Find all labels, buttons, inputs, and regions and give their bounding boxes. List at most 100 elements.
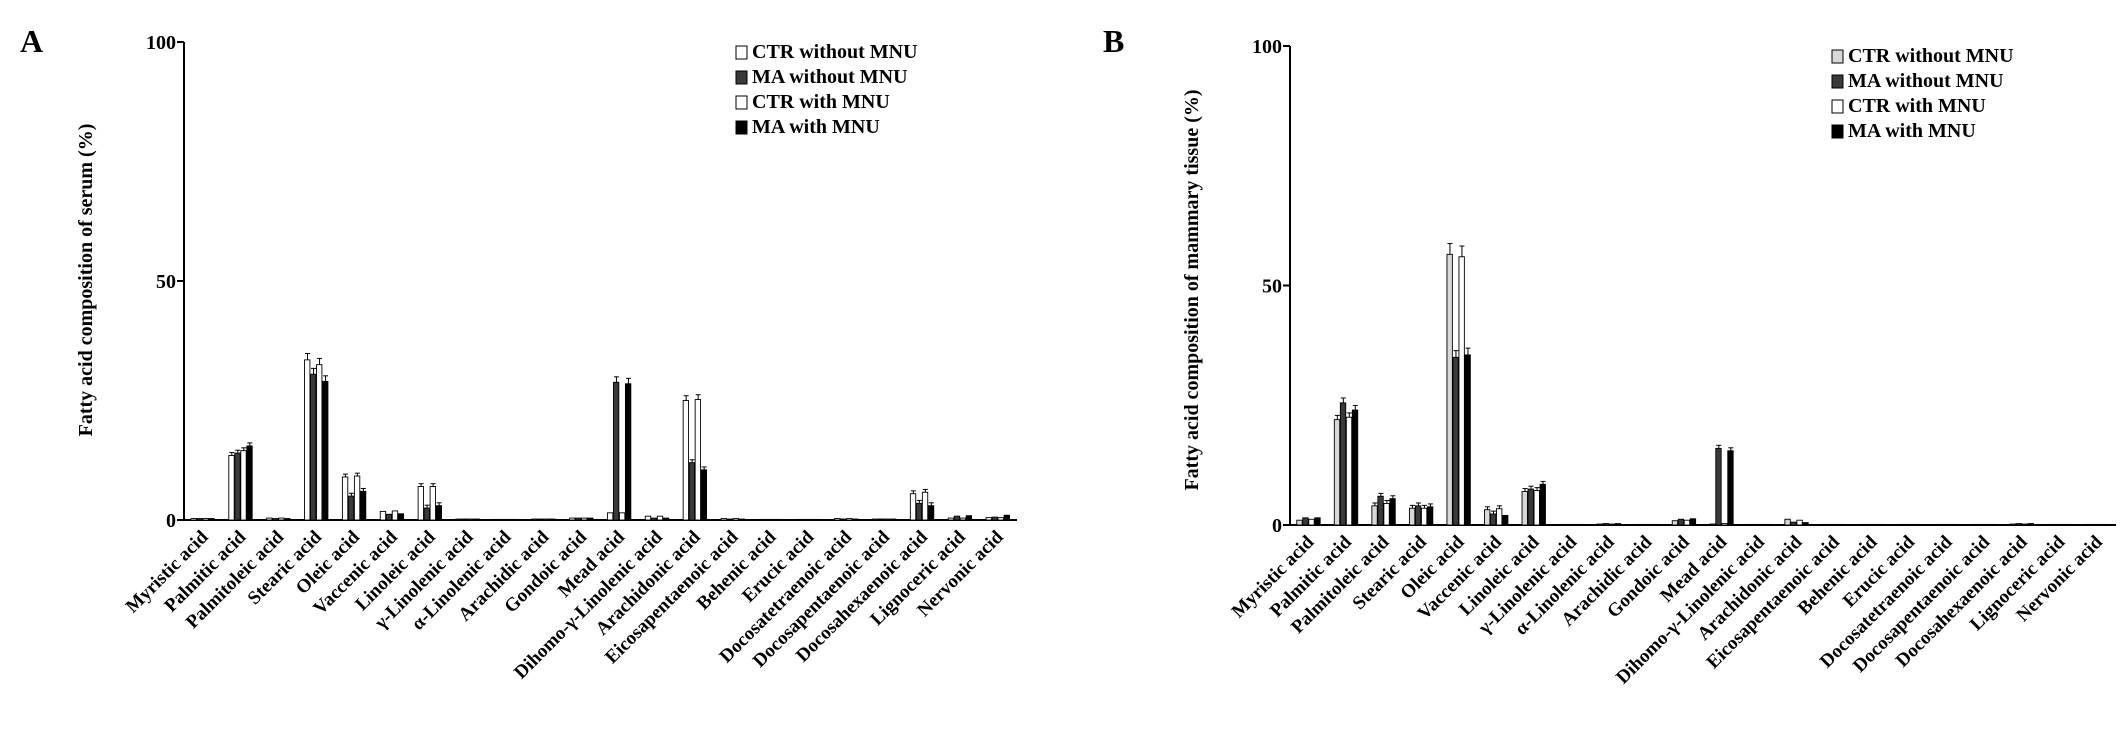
panel-b-bar bbox=[1484, 509, 1491, 526]
panel-a-bar bbox=[359, 490, 367, 521]
panel-b-legend-label: CTR without MNU bbox=[1848, 45, 2014, 67]
panel-a-bar bbox=[347, 495, 355, 521]
panel-a-bar bbox=[543, 518, 550, 521]
panel-b-bar bbox=[1796, 519, 1803, 526]
panel-a-bar bbox=[1003, 514, 1010, 521]
panel-a-bar bbox=[531, 518, 538, 521]
panel-b-bar bbox=[1897, 523, 1904, 526]
panel-b-bar bbox=[1458, 256, 1465, 526]
panel-b-bar bbox=[2027, 523, 2034, 526]
panel-b-bar bbox=[1333, 419, 1341, 526]
panel-b-bar bbox=[1790, 521, 1797, 526]
panel-a-bar bbox=[272, 518, 279, 521]
panel-a-bar bbox=[549, 518, 556, 521]
panel-b-bar bbox=[1683, 519, 1691, 526]
panel-a-bar bbox=[872, 518, 879, 521]
panel-a-bar bbox=[612, 381, 620, 521]
panel-b-legend-label: MA with MNU bbox=[1848, 120, 1976, 142]
panel-b-bar bbox=[1302, 517, 1309, 526]
panel-b-letter: B bbox=[1103, 23, 1124, 59]
panel-b-bar bbox=[1990, 523, 1997, 526]
panel-b-bar bbox=[1972, 523, 1979, 526]
panel-a-bar bbox=[391, 510, 399, 521]
panel-b-bar bbox=[1689, 518, 1697, 526]
panel-a-bar bbox=[776, 518, 783, 521]
panel-a-legend-label: CTR without MNU bbox=[752, 41, 918, 63]
panel-b-bar bbox=[1559, 523, 1566, 526]
panel-a-bar bbox=[397, 513, 405, 521]
panel-b-bar bbox=[1414, 505, 1422, 526]
panel-a-bar bbox=[915, 502, 923, 521]
panel-b-y-tick-label: 100 bbox=[1252, 36, 1282, 58]
panel-b-bar bbox=[1833, 523, 1841, 526]
panel-a-bar bbox=[808, 518, 815, 521]
panel-a-bar bbox=[537, 518, 544, 521]
panel-a-bar bbox=[196, 518, 203, 521]
panel-a-bar bbox=[738, 518, 745, 521]
panel-a-legend-swatch bbox=[735, 95, 748, 110]
panel-b-bar bbox=[2053, 523, 2060, 526]
panel-b-bar bbox=[1709, 523, 1716, 526]
panel-a-bar bbox=[587, 517, 594, 521]
panel-a-bar bbox=[953, 515, 961, 521]
panel-b-bar bbox=[1865, 523, 1872, 526]
panel-a-bar bbox=[606, 512, 614, 521]
panel-b-bar bbox=[1727, 450, 1734, 526]
panel-a-bar bbox=[234, 452, 241, 521]
panel-b-bar bbox=[1634, 523, 1641, 526]
panel-a-bar bbox=[618, 512, 626, 521]
panel-a-bar bbox=[575, 517, 582, 521]
panel-a-bar bbox=[834, 518, 841, 521]
panel-b-bar bbox=[1652, 523, 1659, 526]
panel-b-bar bbox=[1539, 483, 1546, 526]
panel-a-bar bbox=[965, 515, 973, 521]
panel-b-bar bbox=[1446, 253, 1453, 526]
panel-a-bar bbox=[927, 505, 935, 521]
panel-a-bar bbox=[278, 517, 285, 521]
panel-a-bar bbox=[985, 517, 992, 521]
panel-b-bar bbox=[1389, 498, 1396, 526]
panel-b-bar bbox=[1640, 523, 1647, 526]
panel-a-y-tick-label: 100 bbox=[146, 32, 176, 54]
panel-b-bar bbox=[1408, 507, 1416, 526]
panel-b-bar bbox=[1934, 523, 1941, 526]
panel-a-bar bbox=[688, 462, 696, 521]
panel-b-legend-label: CTR with MNU bbox=[1848, 95, 1986, 117]
panel-b-bar bbox=[1952, 523, 1959, 526]
panel-b-bar bbox=[1940, 523, 1947, 526]
panel-a-bar bbox=[694, 399, 702, 521]
panel-a-letter: A bbox=[20, 23, 43, 59]
panel-a-bar bbox=[499, 518, 506, 521]
panel-a-bar bbox=[624, 383, 632, 521]
panel-a-bar bbox=[208, 518, 215, 521]
panel-b-bar bbox=[1490, 513, 1497, 526]
panel-b-bar bbox=[1827, 523, 1835, 526]
panel-b-bar bbox=[1746, 523, 1754, 526]
panel-b-bar bbox=[2065, 523, 2072, 526]
panel-b-bar bbox=[2047, 523, 2054, 526]
panel-a-bar bbox=[644, 515, 652, 521]
panel-a-y-axis-label: Fatty acid composition of serum (%) bbox=[75, 124, 97, 437]
panel-a-bar bbox=[802, 518, 809, 521]
panel-b-bar bbox=[1946, 523, 1953, 526]
panel-b-y-tick-label: 0 bbox=[1272, 515, 1282, 537]
panel-b-bar bbox=[2090, 523, 2098, 526]
panel-a-bar bbox=[650, 517, 658, 521]
panel-b-legend-label: MA without MNU bbox=[1848, 70, 2004, 92]
panel-b-bar bbox=[1677, 518, 1685, 526]
panel-a-bar bbox=[304, 359, 311, 521]
panel-a-bar bbox=[890, 518, 897, 521]
panel-b-bar bbox=[1339, 402, 1347, 526]
panel-b-bar bbox=[1758, 523, 1766, 526]
panel-a-bar bbox=[423, 507, 430, 521]
panel-b-bar bbox=[1371, 505, 1378, 526]
panel-b-bar bbox=[1521, 491, 1528, 526]
panel-b-bar bbox=[1496, 508, 1503, 526]
panel-a-bar bbox=[846, 518, 853, 521]
panel-b-legend-swatch bbox=[1831, 49, 1844, 64]
panel-b-bar bbox=[1452, 356, 1459, 526]
panel-a-legend-swatch bbox=[735, 45, 748, 60]
panel-b-bar bbox=[1533, 490, 1540, 526]
